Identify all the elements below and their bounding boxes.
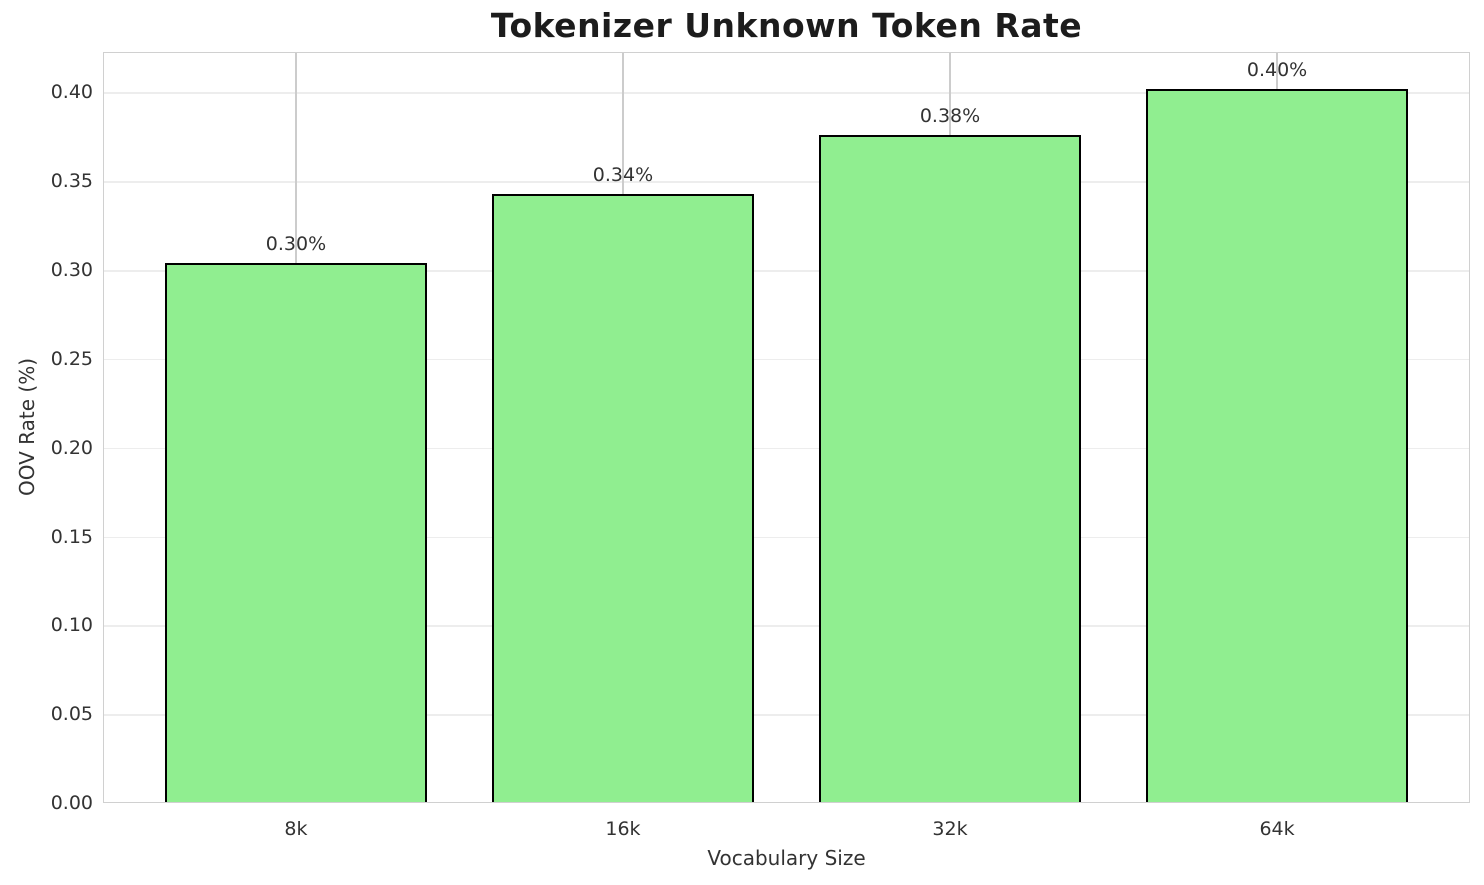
x-tick-label: 8k [284, 818, 308, 840]
bar-value-label: 0.30% [265, 233, 327, 256]
y-tick-label: 0.15 [50, 525, 93, 548]
y-gridline [103, 181, 1470, 183]
y-tick-label: 0.10 [50, 614, 93, 637]
bar-16k [492, 193, 754, 803]
bar-64k [1146, 88, 1408, 803]
y-tick-label: 0.00 [50, 792, 93, 814]
bar-value-label: 0.38% [919, 105, 981, 128]
y-tick-label: 0.35 [50, 170, 93, 193]
x-axis-label: Vocabulary Size [707, 846, 866, 870]
y-tick-label: 0.20 [50, 436, 93, 459]
y-gridline [103, 714, 1470, 716]
plot-area: 0.30% 0.34% 0.38% 0.40% [103, 52, 1470, 803]
x-tick-label: 32k [932, 818, 968, 840]
bar-value-label: 0.40% [1246, 58, 1308, 81]
bar-8k [165, 263, 427, 803]
x-tick-label: 16k [605, 818, 641, 840]
y-axis-label: OOV Rate (%) [15, 358, 39, 496]
bar-value-label: 0.34% [592, 163, 654, 186]
y-gridline [103, 358, 1470, 361]
y-gridline [103, 92, 1470, 94]
y-gridline [103, 536, 1470, 539]
y-gridline [103, 447, 1470, 450]
y-tick-label: 0.05 [50, 703, 93, 726]
chart-title: Tokenizer Unknown Token Rate [490, 6, 1083, 45]
y-gridline [103, 625, 1470, 627]
y-gridline [103, 270, 1470, 272]
y-tick-label: 0.25 [50, 347, 93, 370]
y-tick-label: 0.30 [50, 259, 93, 282]
x-tick-label: 64k [1259, 818, 1295, 840]
bar-32k [819, 135, 1081, 803]
y-tick-label: 0.40 [50, 81, 93, 104]
